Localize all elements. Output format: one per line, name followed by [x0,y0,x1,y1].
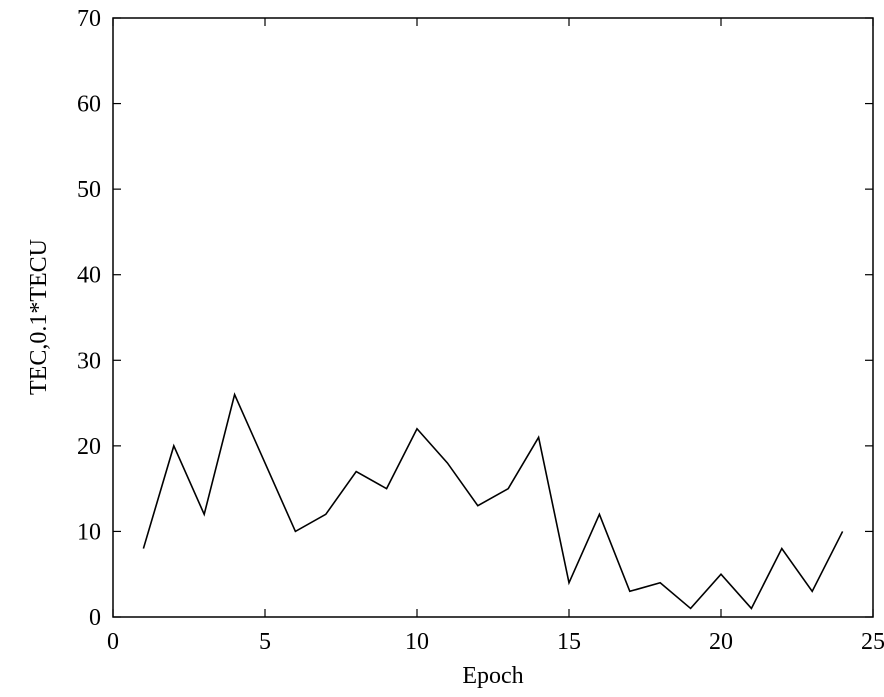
y-tick-label: 60 [77,92,101,118]
y-axis-label: TEC,0.1*TECU [26,239,52,395]
x-tick-label: 15 [557,629,581,655]
x-tick-label: 25 [861,629,884,655]
x-tick-label: 0 [107,629,119,655]
data-line [142,392,844,610]
y-tick-label: 70 [77,6,101,32]
y-tick-label: 10 [77,519,101,545]
x-axis-label: Epoch [462,663,523,689]
x-tick-label: 10 [405,629,429,655]
plot-frame [112,17,874,618]
y-tick-label: 0 [89,605,101,631]
x-tick-label: 20 [709,629,733,655]
x-tick-label: 5 [259,629,271,655]
y-tick-label: 50 [77,177,101,203]
y-tick-label: 30 [77,348,101,374]
y-tick-label: 40 [77,263,101,289]
y-tick-label: 20 [77,434,101,460]
